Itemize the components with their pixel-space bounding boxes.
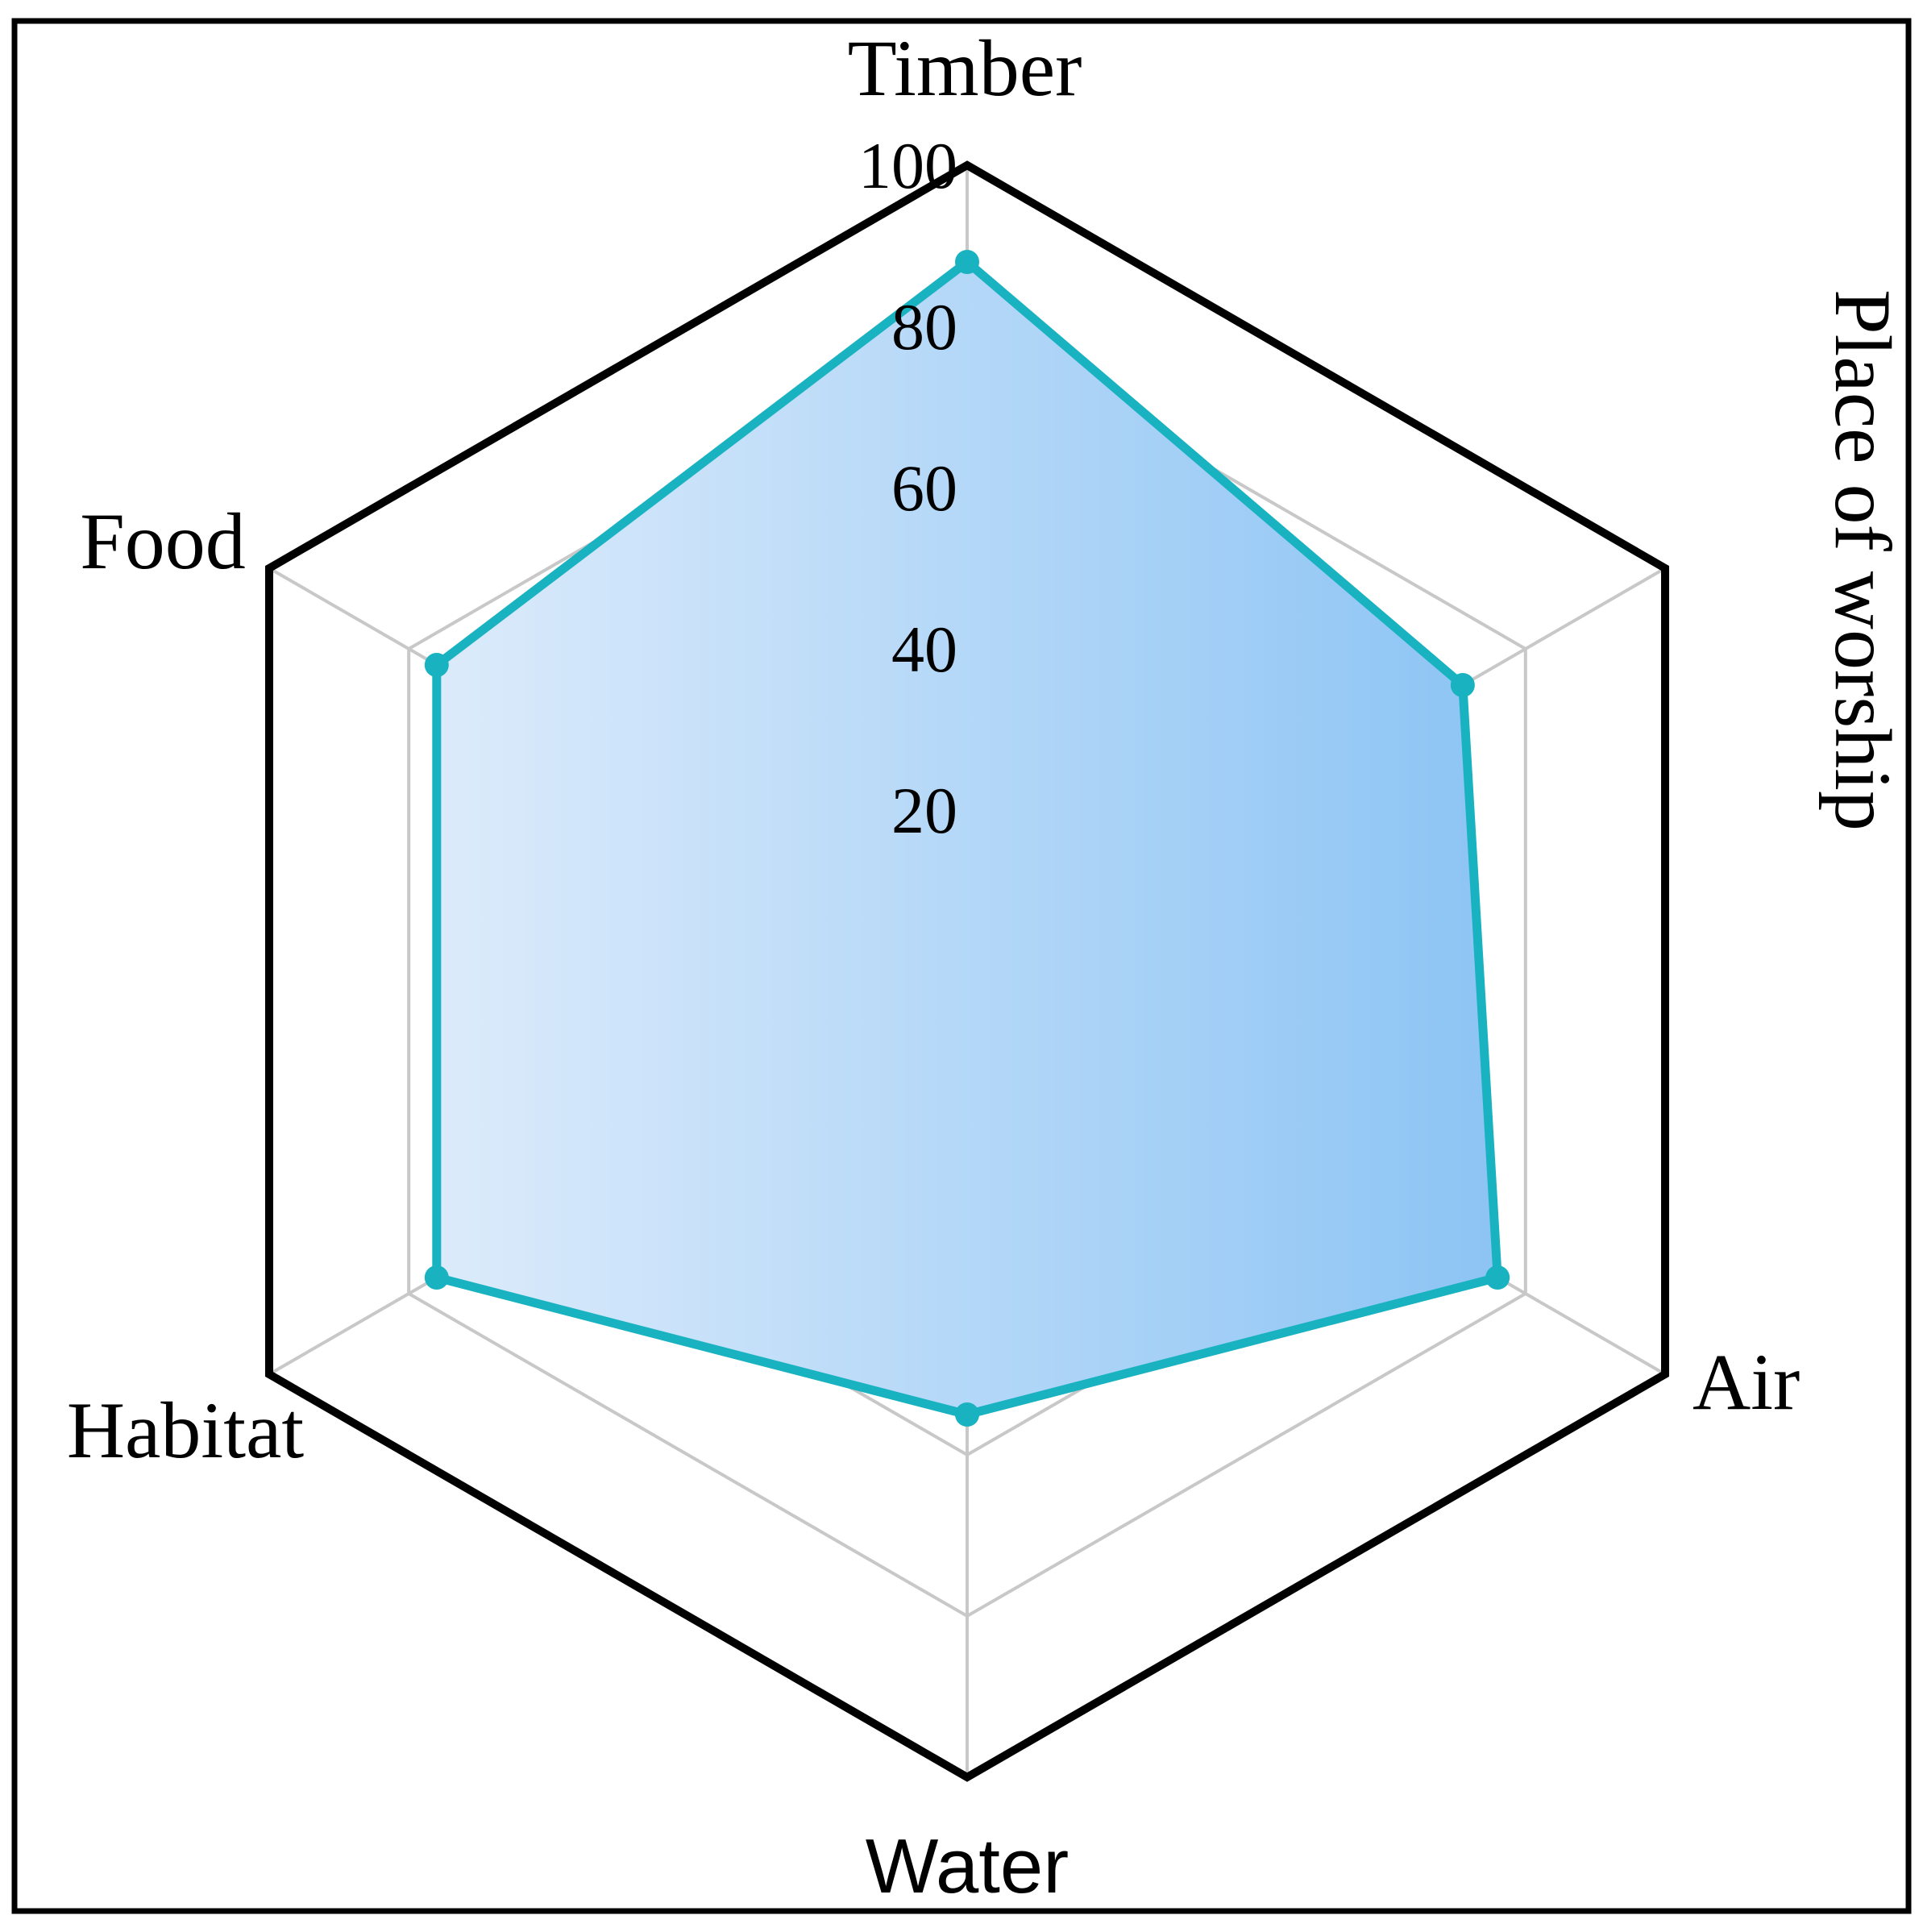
tick-label: 80: [891, 290, 957, 364]
radar-outer-boundary: [264, 160, 1670, 1782]
axis-label-air: Air: [1692, 1337, 1800, 1427]
data-point-timber: [955, 250, 979, 274]
outer-boundary: [264, 160, 1670, 1782]
axis-label-food: Food: [80, 497, 246, 586]
radial-tick-labels: 20 40 60 80 100: [858, 129, 957, 847]
axis-label-water: Water: [866, 1823, 1069, 1909]
tick-label: 20: [891, 774, 957, 847]
axis-label-place-of-worship: Place of worship: [1818, 289, 1908, 831]
data-point-air: [1485, 1265, 1510, 1290]
axis-labels: Timber Place of worship Air Water Habitat Foo…: [67, 23, 1908, 1909]
axis-label-habitat: Habitat: [67, 1386, 305, 1475]
data-point-place-of-worship: [1450, 673, 1475, 697]
radar-series: [424, 250, 1510, 1427]
tick-label: 60: [891, 451, 957, 525]
tick-label: 100: [858, 129, 957, 202]
data-point-food: [424, 653, 449, 677]
axis-label-timber: Timber: [848, 23, 1082, 113]
data-point-habitat: [424, 1265, 449, 1290]
series-area: [436, 262, 1498, 1415]
data-point-water: [955, 1402, 979, 1427]
tick-label: 40: [891, 613, 957, 686]
